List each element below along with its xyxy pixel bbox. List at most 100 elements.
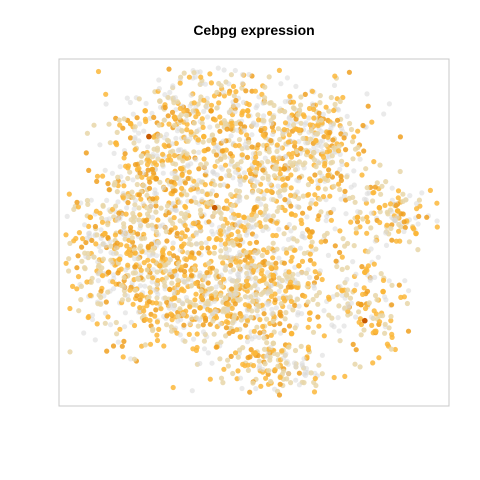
cell-point xyxy=(291,236,297,242)
data-point xyxy=(87,214,94,221)
cell-point xyxy=(244,230,251,236)
cell-point xyxy=(156,77,162,83)
data-point xyxy=(197,305,203,311)
cell-point xyxy=(350,259,356,265)
cell-point xyxy=(353,347,359,353)
cell-point xyxy=(121,338,127,344)
cell-point xyxy=(201,338,207,344)
cell-point xyxy=(191,100,197,106)
cell-point xyxy=(191,120,197,126)
cell-point xyxy=(238,121,244,127)
cell-point xyxy=(129,235,135,241)
cell-point xyxy=(356,151,362,157)
cell-point xyxy=(224,126,230,132)
cell-point xyxy=(99,219,106,225)
cell-point xyxy=(161,117,167,123)
cell-point xyxy=(303,120,309,126)
cell-point xyxy=(245,317,251,323)
cell-point xyxy=(232,292,238,298)
cell-point xyxy=(130,111,136,117)
cell-point xyxy=(127,169,133,175)
cell-point xyxy=(268,282,275,289)
cell-point xyxy=(130,177,136,183)
cell-point xyxy=(169,274,175,280)
data-point xyxy=(146,133,152,140)
cell-point xyxy=(353,271,359,277)
cell-point xyxy=(234,199,240,205)
cell-point xyxy=(263,213,269,219)
cell-point xyxy=(383,179,389,185)
cell-point xyxy=(206,250,212,256)
cell-point xyxy=(130,194,136,200)
cell-point xyxy=(295,112,301,118)
cell-point xyxy=(176,155,182,161)
cell-point xyxy=(230,202,236,209)
cell-point xyxy=(204,191,210,198)
cell-point xyxy=(329,322,335,328)
cell-point xyxy=(270,255,276,261)
cell-point xyxy=(253,279,259,285)
data-point xyxy=(252,204,258,211)
cell-point xyxy=(250,298,256,304)
cell-point xyxy=(131,356,138,362)
cell-point xyxy=(105,181,111,187)
cell-point xyxy=(98,248,104,254)
cell-point xyxy=(321,134,327,140)
cell-point xyxy=(266,146,272,152)
cell-point xyxy=(209,295,215,301)
cell-point xyxy=(396,282,402,288)
cell-point xyxy=(105,314,111,320)
cell-point xyxy=(154,253,160,259)
cell-point xyxy=(225,306,231,313)
cell-point xyxy=(107,322,114,328)
cell-point xyxy=(217,321,223,327)
cell-point xyxy=(337,249,343,256)
cell-point xyxy=(286,344,292,350)
cell-point xyxy=(361,327,367,333)
cell-point xyxy=(174,128,180,134)
cell-point xyxy=(416,213,422,219)
cell-point xyxy=(63,260,69,266)
cell-point xyxy=(221,182,227,188)
cell-point xyxy=(234,222,240,228)
cell-point xyxy=(319,352,325,358)
cell-point xyxy=(201,156,207,162)
cell-point xyxy=(144,192,150,198)
cell-point xyxy=(106,187,112,193)
cell-point xyxy=(260,227,266,234)
cell-point xyxy=(281,127,287,133)
cell-point xyxy=(171,122,177,129)
cell-point xyxy=(326,294,332,300)
cell-point xyxy=(191,336,197,342)
cell-point xyxy=(320,148,326,155)
cell-point xyxy=(282,120,289,126)
cell-point xyxy=(319,276,325,283)
cell-point xyxy=(211,244,218,250)
cell-point xyxy=(277,108,283,114)
cell-point xyxy=(138,292,144,298)
cell-point xyxy=(252,249,258,255)
cell-point xyxy=(386,101,392,107)
cell-point xyxy=(171,215,177,221)
cell-point xyxy=(243,144,249,150)
cell-point xyxy=(147,208,153,214)
cell-point xyxy=(134,174,141,180)
cell-point xyxy=(206,236,212,242)
cell-point xyxy=(203,240,209,246)
cell-point xyxy=(187,304,193,310)
cell-point xyxy=(209,265,216,271)
cell-point xyxy=(179,300,185,306)
cell-point xyxy=(299,363,305,369)
cell-point xyxy=(111,150,117,156)
cell-point xyxy=(122,236,128,242)
cell-point xyxy=(209,311,216,317)
cell-point xyxy=(185,175,191,181)
cell-point xyxy=(365,219,371,225)
cell-point xyxy=(379,183,385,189)
cell-point xyxy=(378,191,384,197)
cell-point xyxy=(383,297,389,303)
cell-point xyxy=(205,350,211,356)
cell-point xyxy=(292,247,298,253)
cell-point xyxy=(200,322,206,328)
cell-point xyxy=(316,323,322,329)
